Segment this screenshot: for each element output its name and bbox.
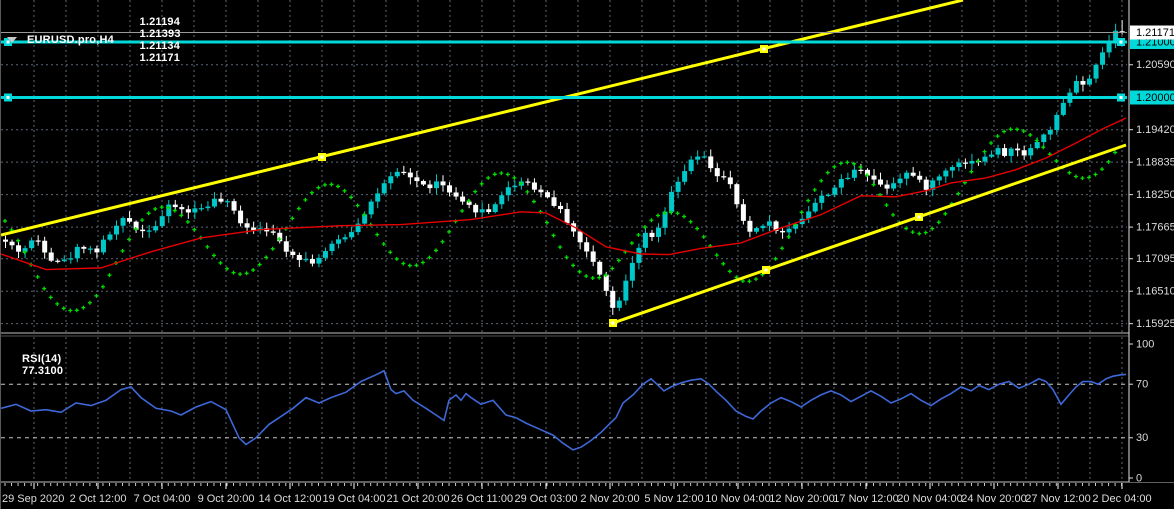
time-axis-label: 10 Nov 04:00 [705, 493, 770, 505]
time-axis-label: 2 Dec 04:00 [1092, 493, 1151, 505]
high-value: 1.21393 [139, 28, 181, 40]
rsi-axis-label: 70 [1136, 379, 1148, 391]
time-axis-label: 29 Oct 03:00 [515, 493, 578, 505]
price-axis[interactable]: 1.20590 1.19420 1.18835 1.18250 1.17665 1.170… [1128, 0, 1174, 484]
rsi-axis-label: 100 [1136, 338, 1154, 350]
rsi-line[interactable] [1, 369, 1127, 451]
open-value: 1.21194 [139, 16, 181, 28]
price-axis-label: 1.15925 [1136, 318, 1174, 330]
time-axis-label: 20 Nov 04:00 [897, 493, 962, 505]
price-axis-label: 1.20590 [1136, 59, 1174, 71]
rsi-value: 77.3100 [22, 365, 64, 377]
upper-channel-line[interactable] [1, 0, 964, 237]
price-axis-label: 1.17095 [1136, 253, 1174, 265]
time-axis-label: 24 Nov 20:00 [961, 493, 1026, 505]
symbol-timeframe-label: EURUSD.pro,H4 [27, 34, 114, 46]
window-menu-icon[interactable] [7, 37, 17, 43]
rsi-indicator-label: RSI(14) 77.3100 [9, 341, 67, 389]
time-axis-label: 21 Oct 20:00 [387, 493, 450, 505]
time-axis-label: 19 Oct 04:00 [323, 493, 386, 505]
close-value: 1.21171 [139, 52, 181, 64]
rsi-name: RSI(14) [22, 353, 62, 365]
time-axis-label: 26 Oct 11:00 [451, 493, 513, 505]
time-axis-label: 2 Nov 20:00 [580, 493, 639, 505]
time-axis[interactable]: 29 Sep 2020 2 Oct 12:00 7 Oct 04:00 9 Oct 2… [2, 483, 1152, 505]
rsi-pane[interactable] [1, 369, 1127, 451]
chart-title-readout: EURUSD.pro,H4 1.21194 1.21393 1.21134 1.… [7, 4, 188, 76]
time-axis-label: 14 Oct 12:00 [259, 493, 322, 505]
lower-channel-line[interactable] [609, 143, 1127, 327]
candlestick-series [3, 20, 1125, 315]
time-axis-label: 7 Oct 04:00 [134, 493, 191, 505]
price-axis-label: 1.17665 [1136, 221, 1174, 233]
rsi-axis-label: 0 [1136, 472, 1142, 484]
price-axis-label: 1.18835 [1136, 157, 1174, 169]
horizontal-price-line[interactable] [1, 93, 1127, 102]
time-axis-label: 2 Oct 12:00 [70, 493, 127, 505]
time-axis-label: 12 Nov 20:00 [769, 493, 834, 505]
time-axis-label: 29 Sep 2020 [2, 493, 64, 505]
main-price-pane[interactable] [1, 0, 1127, 327]
moving-average-line[interactable] [1, 117, 1127, 271]
price-axis-label: 1.18250 [1136, 189, 1174, 201]
current-price-label: 1.21171 [1136, 27, 1174, 39]
price-axis-label: 1.16510 [1136, 286, 1174, 298]
hline-price-label: 1.20000 [1136, 92, 1174, 104]
time-axis-label: 9 Oct 20:00 [198, 493, 255, 505]
low-value: 1.21134 [139, 40, 181, 52]
time-axis-label: 5 Nov 12:00 [644, 493, 703, 505]
ohlc-readout: 1.21194 1.21393 1.21134 1.21171 [120, 4, 188, 76]
price-axis-label: 1.19420 [1136, 124, 1174, 136]
grid-lines [1, 0, 1127, 482]
rsi-axis-label: 30 [1136, 432, 1148, 444]
time-axis-label: 27 Nov 12:00 [1025, 493, 1090, 505]
time-axis-label: 17 Nov 12:00 [833, 493, 898, 505]
